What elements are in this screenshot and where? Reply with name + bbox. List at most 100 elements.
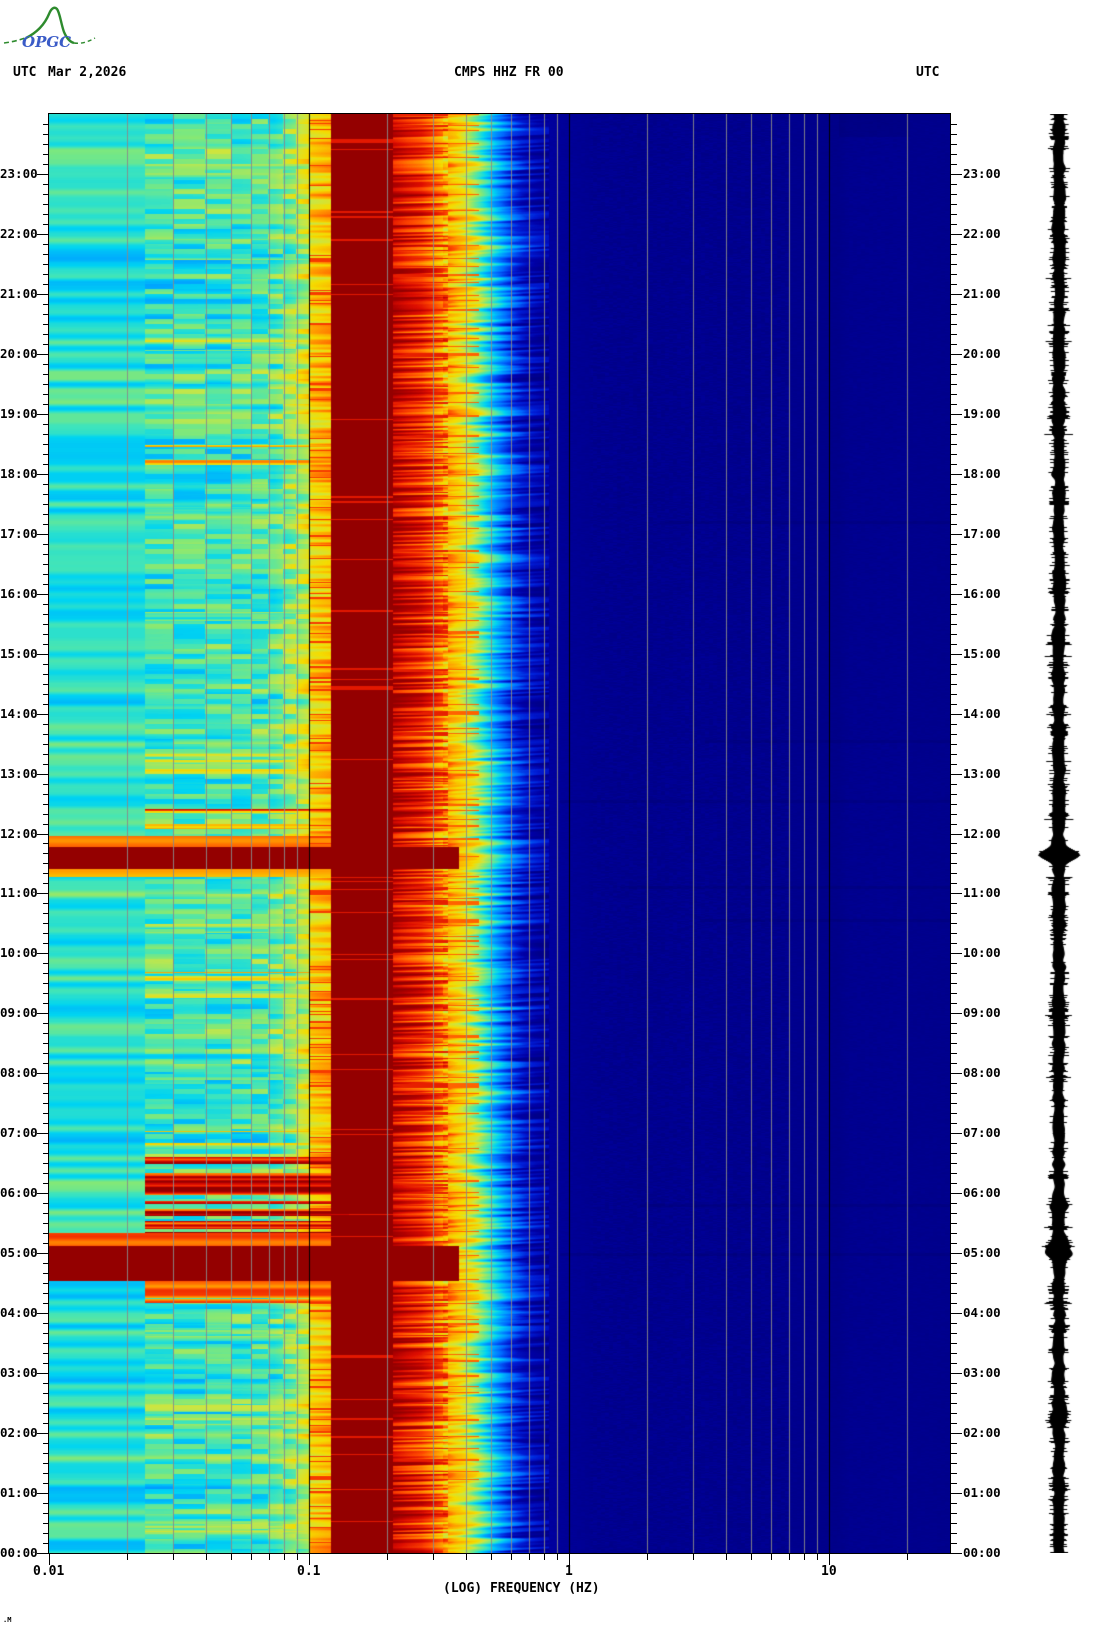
y-minor-tick-left: [43, 913, 48, 914]
y-axis-label-right: 13:00: [963, 766, 1001, 781]
y-axis-label-right: 23:00: [963, 166, 1001, 181]
y-minor-tick-right: [951, 374, 957, 375]
y-major-tick-left: [37, 654, 48, 655]
x-axis-title: (LOG) FREQUENCY (HZ): [443, 1581, 600, 1596]
y-axis-label-right: 05:00: [963, 1245, 1001, 1260]
y-axis-label-left: 05:00: [0, 1245, 38, 1260]
y-minor-tick-left: [43, 843, 48, 844]
y-minor-tick-right: [951, 264, 957, 265]
y-minor-tick-left: [43, 344, 48, 345]
y-minor-tick-right: [951, 1363, 957, 1364]
y-major-tick-left: [37, 774, 48, 775]
y-minor-tick-left: [43, 1393, 48, 1394]
y-minor-tick-left: [43, 1063, 48, 1064]
logo-dash-left: [3, 36, 29, 44]
y-minor-tick-right: [951, 1453, 957, 1454]
y-minor-tick-left: [43, 334, 48, 335]
y-major-tick-right: [951, 1253, 962, 1254]
y-minor-tick-left: [43, 644, 48, 645]
y-minor-tick-right: [951, 973, 957, 974]
y-minor-tick-right: [951, 1483, 957, 1484]
y-minor-tick-left: [43, 794, 48, 795]
y-minor-tick-left: [43, 1173, 48, 1174]
y-minor-tick-left: [43, 933, 48, 934]
y-minor-tick-left: [43, 564, 48, 565]
y-minor-tick-right: [951, 1033, 957, 1034]
y-axis-label-right: 04:00: [963, 1305, 1001, 1320]
y-minor-tick-left: [43, 684, 48, 685]
y-minor-tick-left: [43, 1473, 48, 1474]
y-minor-tick-right: [951, 444, 957, 445]
y-minor-tick-left: [43, 694, 48, 695]
y-minor-tick-right: [951, 734, 957, 735]
y-axis-label-right: 01:00: [963, 1485, 1001, 1500]
helicorder-trace: [1037, 114, 1081, 1553]
y-minor-tick-right: [951, 494, 957, 495]
y-minor-tick-right: [951, 843, 957, 844]
y-minor-tick-left: [43, 514, 48, 515]
x-minor-tick: [127, 1554, 128, 1560]
x-minor-tick: [433, 1554, 434, 1560]
y-minor-tick-left: [43, 1403, 48, 1404]
y-minor-tick-right: [951, 1243, 957, 1244]
y-minor-tick-left: [43, 1343, 48, 1344]
y-minor-tick-right: [951, 204, 957, 205]
y-minor-tick-right: [951, 794, 957, 795]
y-minor-tick-right: [951, 1403, 957, 1404]
y-minor-tick-right: [951, 644, 957, 645]
y-minor-tick-left: [43, 1053, 48, 1054]
y-major-tick-right: [951, 1493, 962, 1494]
y-minor-tick-left: [43, 1003, 48, 1004]
y-major-tick-right: [951, 834, 962, 835]
y-axis-label-left: 06:00: [0, 1185, 38, 1200]
y-minor-tick-right: [951, 1223, 957, 1224]
y-minor-tick-right: [951, 863, 957, 864]
y-minor-tick-left: [43, 1293, 48, 1294]
y-axis-label-left: 16:00: [0, 586, 38, 601]
y-minor-tick-right: [951, 1103, 957, 1104]
y-minor-tick-right: [951, 1063, 957, 1064]
x-minor-tick: [907, 1554, 908, 1560]
y-axis-label-left: 22:00: [0, 226, 38, 241]
y-minor-tick-left: [43, 764, 48, 765]
y-minor-tick-left: [43, 464, 48, 465]
y-minor-tick-right: [951, 1023, 957, 1024]
y-minor-tick-left: [43, 704, 48, 705]
y-minor-tick-left: [43, 1023, 48, 1024]
y-minor-tick-right: [951, 664, 957, 665]
y-minor-tick-right: [951, 274, 957, 275]
x-minor-tick: [693, 1554, 694, 1560]
y-minor-tick-left: [43, 244, 48, 245]
y-minor-tick-right: [951, 764, 957, 765]
y-minor-tick-left: [43, 993, 48, 994]
y-axis-label-left: 08:00: [0, 1065, 38, 1080]
y-minor-tick-left: [43, 1463, 48, 1464]
y-major-tick-right: [951, 1133, 962, 1134]
y-minor-tick-left: [43, 454, 48, 455]
opgc-logo: OPGC: [3, 6, 96, 51]
y-minor-tick-left: [43, 963, 48, 964]
x-minor-tick: [751, 1554, 752, 1560]
y-minor-tick-left: [43, 1223, 48, 1224]
y-minor-tick-right: [951, 1383, 957, 1384]
y-minor-tick-left: [43, 1113, 48, 1114]
y-minor-tick-right: [951, 514, 957, 515]
y-minor-tick-right: [951, 134, 957, 135]
y-major-tick-right: [951, 474, 962, 475]
y-minor-tick-left: [43, 1303, 48, 1304]
y-minor-tick-right: [951, 304, 957, 305]
y-minor-tick-right: [951, 1343, 957, 1344]
y-minor-tick-left: [43, 903, 48, 904]
y-minor-tick-left: [43, 384, 48, 385]
y-minor-tick-left: [43, 664, 48, 665]
y-minor-tick-right: [951, 554, 957, 555]
y-minor-tick-right: [951, 913, 957, 914]
y-minor-tick-left: [43, 134, 48, 135]
y-major-tick-left: [37, 1013, 48, 1014]
y-minor-tick-left: [43, 1243, 48, 1244]
y-minor-tick-right: [951, 634, 957, 635]
y-major-tick-left: [37, 474, 48, 475]
y-minor-tick-right: [951, 614, 957, 615]
y-minor-tick-right: [951, 184, 957, 185]
y-minor-tick-right: [951, 933, 957, 934]
